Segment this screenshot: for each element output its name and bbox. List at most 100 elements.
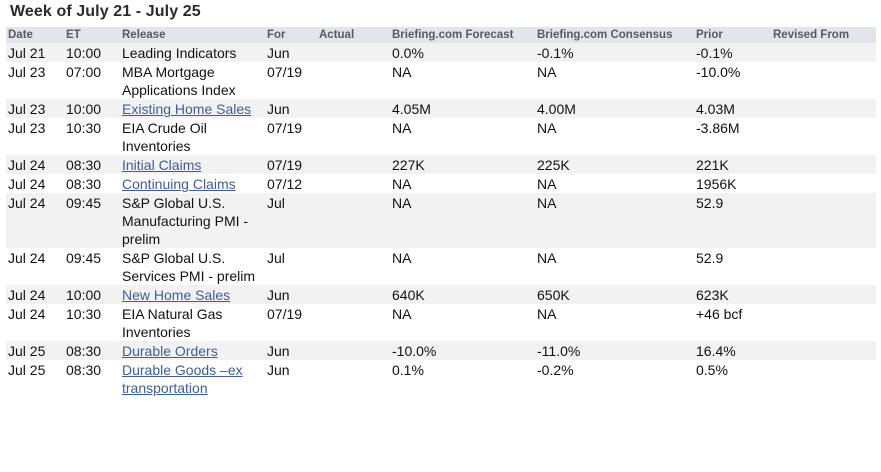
forecast-cell: -10.0% bbox=[390, 341, 535, 360]
forecast-cell: 227K bbox=[390, 155, 535, 174]
date-cell: Jul 25 bbox=[6, 341, 64, 360]
forecast-cell: NA bbox=[390, 248, 535, 285]
period-cell: 07/19 bbox=[265, 62, 317, 99]
actual-cell bbox=[317, 62, 390, 99]
actual-cell bbox=[317, 174, 390, 193]
time-cell: 08:30 bbox=[64, 155, 120, 174]
actual-cell bbox=[317, 248, 390, 285]
period-cell: 07/12 bbox=[265, 174, 317, 193]
period-cell: Jun bbox=[265, 43, 317, 62]
prior-cell: -10.0% bbox=[694, 62, 771, 99]
prior-cell: -0.1% bbox=[694, 43, 771, 62]
release-cell: Initial Claims bbox=[120, 155, 265, 174]
col-header-consensus[interactable]: Briefing.com Consensus bbox=[535, 27, 694, 43]
release-link[interactable]: Continuing Claims bbox=[122, 176, 236, 192]
forecast-cell: NA bbox=[390, 62, 535, 99]
forecast-cell: NA bbox=[390, 118, 535, 155]
release-cell: Durable Goods –ex transportation bbox=[120, 360, 265, 397]
release-cell: Continuing Claims bbox=[120, 174, 265, 193]
forecast-cell: 4.05M bbox=[390, 99, 535, 118]
prior-cell: 0.5% bbox=[694, 360, 771, 397]
col-header-prior[interactable]: Prior bbox=[694, 27, 771, 43]
prior-cell: 623K bbox=[694, 285, 771, 304]
forecast-cell: NA bbox=[390, 174, 535, 193]
period-cell: Jun bbox=[265, 341, 317, 360]
period-cell: 07/19 bbox=[265, 304, 317, 341]
revised-from-cell bbox=[771, 360, 876, 397]
prior-cell: 16.4% bbox=[694, 341, 771, 360]
col-header-for[interactable]: For bbox=[265, 27, 317, 43]
table-row: Jul 24 08:30 Initial Claims 07/19 227K 225K 22… bbox=[6, 155, 876, 174]
revised-from-cell bbox=[771, 285, 876, 304]
prior-cell: 1956K bbox=[694, 174, 771, 193]
date-cell: Jul 25 bbox=[6, 360, 64, 397]
col-header-release[interactable]: Release bbox=[120, 27, 265, 43]
consensus-cell: 650K bbox=[535, 285, 694, 304]
release-cell: Durable Orders bbox=[120, 341, 265, 360]
table-row: Jul 24 09:45 S&P Global U.S. Services PMI … bbox=[6, 248, 876, 285]
time-cell: 10:00 bbox=[64, 285, 120, 304]
revised-from-cell bbox=[771, 248, 876, 285]
col-header-et[interactable]: ET bbox=[64, 27, 120, 43]
actual-cell bbox=[317, 99, 390, 118]
release-link[interactable]: New Home Sales bbox=[122, 287, 231, 303]
forecast-cell: 0.1% bbox=[390, 360, 535, 397]
revised-from-cell bbox=[771, 118, 876, 155]
revised-from-cell bbox=[771, 43, 876, 62]
release-link[interactable]: Initial Claims bbox=[122, 157, 202, 173]
col-header-revised-from[interactable]: Revised From bbox=[771, 27, 876, 43]
prior-cell: 52.9 bbox=[694, 193, 771, 248]
table-row: Jul 23 10:00 Existing Home Sales Jun 4.05M 4.… bbox=[6, 99, 876, 118]
release-link[interactable]: Durable Goods –ex transportation bbox=[122, 362, 243, 396]
col-header-actual[interactable]: Actual bbox=[317, 27, 390, 43]
col-header-forecast[interactable]: Briefing.com Forecast bbox=[390, 27, 535, 43]
release-cell: Existing Home Sales bbox=[120, 99, 265, 118]
period-cell: 07/19 bbox=[265, 155, 317, 174]
consensus-cell: NA bbox=[535, 62, 694, 99]
actual-cell bbox=[317, 193, 390, 248]
prior-cell: -3.86M bbox=[694, 118, 771, 155]
actual-cell bbox=[317, 360, 390, 397]
release-link[interactable]: Durable Orders bbox=[122, 343, 218, 359]
table-row: Jul 23 10:30 EIA Crude Oil Inventories 07/1… bbox=[6, 118, 876, 155]
release-cell: S&P Global U.S. Manufacturing PMI - prel… bbox=[120, 193, 265, 248]
prior-cell: +46 bcf bbox=[694, 304, 771, 341]
forecast-cell: 0.0% bbox=[390, 43, 535, 62]
time-cell: 08:30 bbox=[64, 341, 120, 360]
time-cell: 10:30 bbox=[64, 304, 120, 341]
economic-calendar-table: Date ET Release For Actual Briefing.com … bbox=[6, 27, 876, 397]
date-cell: Jul 24 bbox=[6, 285, 64, 304]
period-cell: Jun bbox=[265, 285, 317, 304]
consensus-cell: -0.1% bbox=[535, 43, 694, 62]
release-cell: EIA Crude Oil Inventories bbox=[120, 118, 265, 155]
revised-from-cell bbox=[771, 99, 876, 118]
col-header-date[interactable]: Date bbox=[6, 27, 64, 43]
revised-from-cell bbox=[771, 304, 876, 341]
table-row: Jul 24 10:00 New Home Sales Jun 640K 650K 623K bbox=[6, 285, 876, 304]
table-row: Jul 25 08:30 Durable Goods –ex transportat… bbox=[6, 360, 876, 397]
date-cell: Jul 24 bbox=[6, 248, 64, 285]
actual-cell bbox=[317, 304, 390, 341]
date-cell: Jul 23 bbox=[6, 99, 64, 118]
date-cell: Jul 24 bbox=[6, 304, 64, 341]
revised-from-cell bbox=[771, 62, 876, 99]
consensus-cell: NA bbox=[535, 174, 694, 193]
time-cell: 08:30 bbox=[64, 360, 120, 397]
consensus-cell: -11.0% bbox=[535, 341, 694, 360]
date-cell: Jul 21 bbox=[6, 43, 64, 62]
table-row: Jul 24 08:30 Continuing Claims 07/12 NA NA 195… bbox=[6, 174, 876, 193]
revised-from-cell bbox=[771, 341, 876, 360]
forecast-cell: 640K bbox=[390, 285, 535, 304]
time-cell: 10:30 bbox=[64, 118, 120, 155]
date-cell: Jul 24 bbox=[6, 174, 64, 193]
consensus-cell: 4.00M bbox=[535, 99, 694, 118]
actual-cell bbox=[317, 341, 390, 360]
consensus-cell: -0.2% bbox=[535, 360, 694, 397]
time-cell: 09:45 bbox=[64, 248, 120, 285]
release-link[interactable]: Existing Home Sales bbox=[122, 101, 252, 117]
period-cell: 07/19 bbox=[265, 118, 317, 155]
actual-cell bbox=[317, 43, 390, 62]
prior-cell: 4.03M bbox=[694, 99, 771, 118]
period-cell: Jun bbox=[265, 360, 317, 397]
consensus-cell: NA bbox=[535, 248, 694, 285]
